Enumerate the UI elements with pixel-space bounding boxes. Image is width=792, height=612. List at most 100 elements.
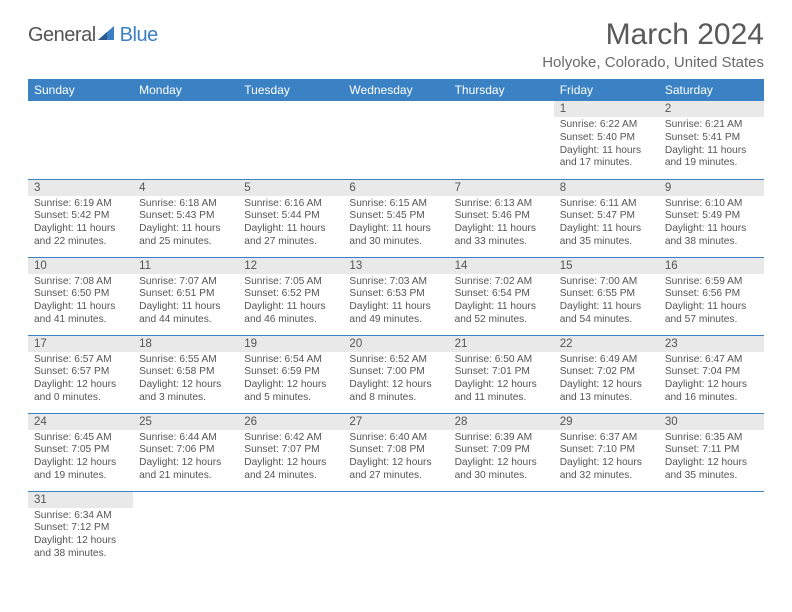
day-number: 14 — [449, 258, 554, 274]
calendar-day-cell: 4Sunrise: 6:18 AMSunset: 5:43 PMDaylight… — [133, 179, 238, 257]
day-number: 8 — [554, 180, 659, 196]
day-content: Sunrise: 6:16 AMSunset: 5:44 PMDaylight:… — [238, 196, 343, 253]
day-content: Sunrise: 6:21 AMSunset: 5:41 PMDaylight:… — [659, 117, 764, 174]
day-number: 26 — [238, 414, 343, 430]
day-header: Saturday — [659, 79, 764, 101]
day-content: Sunrise: 6:22 AMSunset: 5:40 PMDaylight:… — [554, 117, 659, 174]
calendar-day-cell: 3Sunrise: 6:19 AMSunset: 5:42 PMDaylight… — [28, 179, 133, 257]
calendar-empty-cell — [238, 101, 343, 179]
calendar-day-cell: 10Sunrise: 7:08 AMSunset: 6:50 PMDayligh… — [28, 257, 133, 335]
day-number: 30 — [659, 414, 764, 430]
day-content: Sunrise: 6:10 AMSunset: 5:49 PMDaylight:… — [659, 196, 764, 253]
day-number: 2 — [659, 101, 764, 117]
calendar-day-cell: 18Sunrise: 6:55 AMSunset: 6:58 PMDayligh… — [133, 335, 238, 413]
day-content: Sunrise: 6:59 AMSunset: 6:56 PMDaylight:… — [659, 274, 764, 331]
calendar-empty-cell — [554, 491, 659, 569]
day-content: Sunrise: 7:08 AMSunset: 6:50 PMDaylight:… — [28, 274, 133, 331]
calendar-empty-cell — [449, 491, 554, 569]
logo-text-blue: Blue — [120, 24, 158, 47]
calendar-empty-cell — [28, 101, 133, 179]
day-content: Sunrise: 7:02 AMSunset: 6:54 PMDaylight:… — [449, 274, 554, 331]
day-number: 13 — [343, 258, 448, 274]
day-number: 11 — [133, 258, 238, 274]
day-header: Monday — [133, 79, 238, 101]
day-number: 12 — [238, 258, 343, 274]
calendar-day-cell: 6Sunrise: 6:15 AMSunset: 5:45 PMDaylight… — [343, 179, 448, 257]
header: General Blue March 2024 Holyoke, Colorad… — [28, 18, 764, 71]
day-content: Sunrise: 6:11 AMSunset: 5:47 PMDaylight:… — [554, 196, 659, 253]
logo: General Blue — [28, 24, 158, 47]
calendar-day-cell: 19Sunrise: 6:54 AMSunset: 6:59 PMDayligh… — [238, 335, 343, 413]
calendar-day-cell: 30Sunrise: 6:35 AMSunset: 7:11 PMDayligh… — [659, 413, 764, 491]
month-title: March 2024 — [542, 18, 764, 52]
calendar-empty-cell — [238, 491, 343, 569]
calendar-day-cell: 24Sunrise: 6:45 AMSunset: 7:05 PMDayligh… — [28, 413, 133, 491]
day-content: Sunrise: 6:52 AMSunset: 7:00 PMDaylight:… — [343, 352, 448, 409]
day-number: 6 — [343, 180, 448, 196]
calendar-day-cell: 17Sunrise: 6:57 AMSunset: 6:57 PMDayligh… — [28, 335, 133, 413]
calendar-day-cell: 11Sunrise: 7:07 AMSunset: 6:51 PMDayligh… — [133, 257, 238, 335]
day-content: Sunrise: 7:05 AMSunset: 6:52 PMDaylight:… — [238, 274, 343, 331]
day-content: Sunrise: 6:39 AMSunset: 7:09 PMDaylight:… — [449, 430, 554, 487]
day-header: Thursday — [449, 79, 554, 101]
calendar-day-cell: 9Sunrise: 6:10 AMSunset: 5:49 PMDaylight… — [659, 179, 764, 257]
day-number: 16 — [659, 258, 764, 274]
calendar-empty-cell — [133, 101, 238, 179]
day-number: 9 — [659, 180, 764, 196]
day-header: Wednesday — [343, 79, 448, 101]
day-content: Sunrise: 6:57 AMSunset: 6:57 PMDaylight:… — [28, 352, 133, 409]
logo-text-general: General — [28, 24, 96, 47]
day-number: 10 — [28, 258, 133, 274]
day-content: Sunrise: 6:19 AMSunset: 5:42 PMDaylight:… — [28, 196, 133, 253]
calendar-week-row: 24Sunrise: 6:45 AMSunset: 7:05 PMDayligh… — [28, 413, 764, 491]
day-content: Sunrise: 6:50 AMSunset: 7:01 PMDaylight:… — [449, 352, 554, 409]
calendar-day-cell: 29Sunrise: 6:37 AMSunset: 7:10 PMDayligh… — [554, 413, 659, 491]
day-content: Sunrise: 6:18 AMSunset: 5:43 PMDaylight:… — [133, 196, 238, 253]
day-content: Sunrise: 6:35 AMSunset: 7:11 PMDaylight:… — [659, 430, 764, 487]
day-number: 25 — [133, 414, 238, 430]
day-header: Friday — [554, 79, 659, 101]
day-number: 27 — [343, 414, 448, 430]
calendar-day-cell: 14Sunrise: 7:02 AMSunset: 6:54 PMDayligh… — [449, 257, 554, 335]
day-content: Sunrise: 6:34 AMSunset: 7:12 PMDaylight:… — [28, 508, 133, 565]
calendar-day-cell: 13Sunrise: 7:03 AMSunset: 6:53 PMDayligh… — [343, 257, 448, 335]
day-content: Sunrise: 7:00 AMSunset: 6:55 PMDaylight:… — [554, 274, 659, 331]
day-content: Sunrise: 6:40 AMSunset: 7:08 PMDaylight:… — [343, 430, 448, 487]
calendar-empty-cell — [449, 101, 554, 179]
calendar-empty-cell — [343, 491, 448, 569]
day-number: 5 — [238, 180, 343, 196]
day-content: Sunrise: 6:45 AMSunset: 7:05 PMDaylight:… — [28, 430, 133, 487]
day-content: Sunrise: 7:07 AMSunset: 6:51 PMDaylight:… — [133, 274, 238, 331]
calendar-day-cell: 28Sunrise: 6:39 AMSunset: 7:09 PMDayligh… — [449, 413, 554, 491]
day-content: Sunrise: 6:47 AMSunset: 7:04 PMDaylight:… — [659, 352, 764, 409]
day-content: Sunrise: 6:37 AMSunset: 7:10 PMDaylight:… — [554, 430, 659, 487]
day-number: 18 — [133, 336, 238, 352]
calendar-week-row: 1Sunrise: 6:22 AMSunset: 5:40 PMDaylight… — [28, 101, 764, 179]
day-content: Sunrise: 6:54 AMSunset: 6:59 PMDaylight:… — [238, 352, 343, 409]
day-number: 20 — [343, 336, 448, 352]
calendar-head: SundayMondayTuesdayWednesdayThursdayFrid… — [28, 79, 764, 101]
day-content: Sunrise: 6:55 AMSunset: 6:58 PMDaylight:… — [133, 352, 238, 409]
calendar-day-cell: 16Sunrise: 6:59 AMSunset: 6:56 PMDayligh… — [659, 257, 764, 335]
day-number: 17 — [28, 336, 133, 352]
day-number: 23 — [659, 336, 764, 352]
calendar-body: 1Sunrise: 6:22 AMSunset: 5:40 PMDaylight… — [28, 101, 764, 569]
calendar-day-cell: 26Sunrise: 6:42 AMSunset: 7:07 PMDayligh… — [238, 413, 343, 491]
day-header: Tuesday — [238, 79, 343, 101]
calendar-day-cell: 27Sunrise: 6:40 AMSunset: 7:08 PMDayligh… — [343, 413, 448, 491]
day-number: 19 — [238, 336, 343, 352]
day-number: 24 — [28, 414, 133, 430]
calendar-week-row: 3Sunrise: 6:19 AMSunset: 5:42 PMDaylight… — [28, 179, 764, 257]
day-content: Sunrise: 6:44 AMSunset: 7:06 PMDaylight:… — [133, 430, 238, 487]
calendar-empty-cell — [343, 101, 448, 179]
title-block: March 2024 Holyoke, Colorado, United Sta… — [542, 18, 764, 71]
day-number: 22 — [554, 336, 659, 352]
calendar-day-cell: 2Sunrise: 6:21 AMSunset: 5:41 PMDaylight… — [659, 101, 764, 179]
day-number: 4 — [133, 180, 238, 196]
location-text: Holyoke, Colorado, United States — [542, 54, 764, 71]
day-content: Sunrise: 7:03 AMSunset: 6:53 PMDaylight:… — [343, 274, 448, 331]
calendar-day-cell: 8Sunrise: 6:11 AMSunset: 5:47 PMDaylight… — [554, 179, 659, 257]
logo-sail-icon — [96, 24, 118, 47]
day-number: 29 — [554, 414, 659, 430]
day-number: 28 — [449, 414, 554, 430]
